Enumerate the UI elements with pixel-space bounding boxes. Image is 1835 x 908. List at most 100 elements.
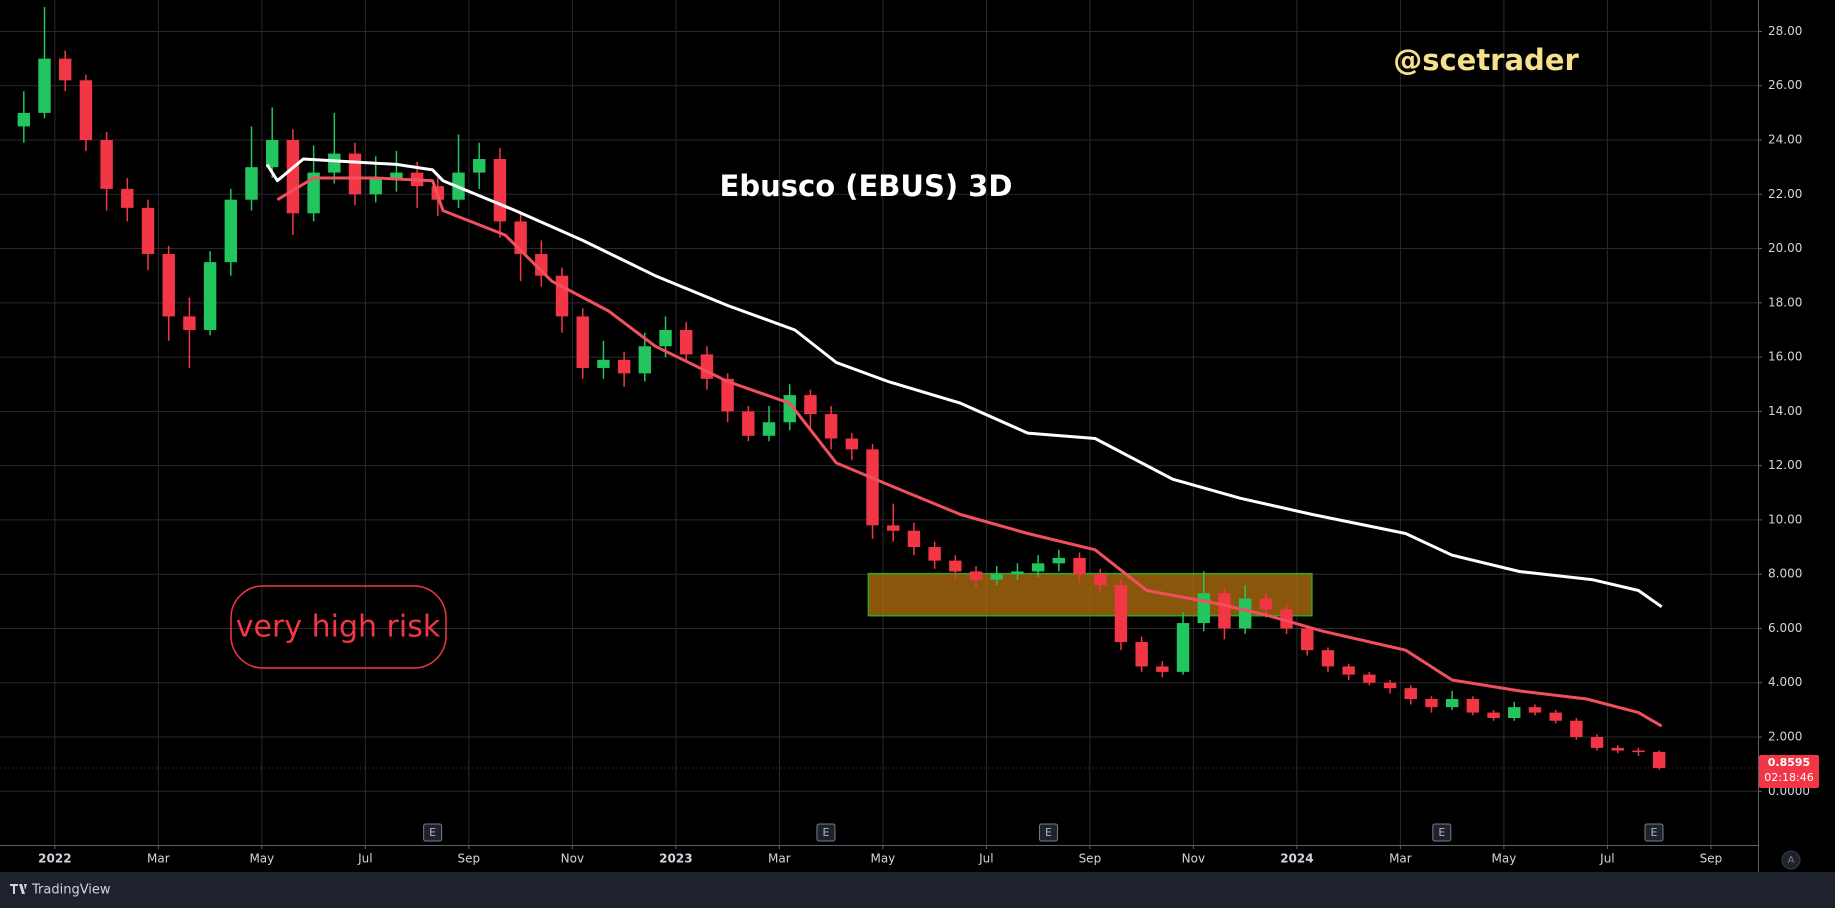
chart-title: Ebusco (EBUS) 3D [720,169,1013,203]
candle-body [1342,666,1355,675]
candle-body [1611,747,1624,751]
candle-body [1528,707,1542,713]
x-tick-label: Jul [357,852,372,866]
candle-body [535,253,548,276]
annotation-box [230,585,447,669]
earnings-marker [816,823,836,842]
candle-body [680,329,693,355]
earnings-label: E [1045,826,1052,839]
x-tick-label: Sep [1079,852,1102,866]
earnings-marker [1038,823,1058,842]
x-tick-label: May [249,852,274,866]
moving-average [276,176,1663,728]
candle-body [742,411,755,436]
candle-body [866,449,879,526]
candle-body [617,359,631,374]
watermark: @scetrader [1393,43,1579,77]
candle-body [1301,628,1314,651]
x-tick-label: Nov [561,852,584,866]
x-tick-label: May [870,852,895,866]
candle-body [1052,557,1066,564]
candle-body [824,414,838,439]
candle-body [990,574,1003,580]
y-tick-label: 6.000 [1768,621,1802,635]
y-tick-label: 28.00 [1768,24,1802,38]
last-price-tag [1759,754,1819,788]
candle-body [58,58,72,81]
candle-body [555,275,569,317]
candle-body [1218,593,1231,629]
candle-body [183,316,196,330]
annotation-text: very high risk [236,610,441,645]
candle-body [1508,707,1521,719]
candle-body [659,329,672,347]
candle-body [1590,737,1604,748]
candle-body [203,262,217,330]
y-tick-label: 18.00 [1768,295,1802,309]
candle-body [1425,699,1438,708]
candle-body [224,199,238,263]
candle-body [473,159,486,173]
candle-body [245,167,258,200]
x-tick-label: Mar [768,852,791,866]
candle-body [597,359,610,368]
candle-body [1404,688,1417,700]
candle-body [1487,712,1500,719]
earnings-label: E [1651,826,1658,839]
chart-background [0,0,1835,872]
candle-body [307,172,320,214]
x-tick-label: Mar [147,852,170,866]
candle-body [1011,571,1024,575]
candle-body [949,560,962,572]
brand-name[interactable]: TradingView [31,883,111,898]
candle-body [638,346,652,374]
candle-body [1073,557,1086,575]
earnings-label: E [429,826,436,839]
y-tick-label: 26.00 [1768,78,1802,92]
x-tick-label: Mar [1389,852,1412,866]
earnings-marker [423,823,443,842]
candle-body [804,395,817,415]
x-tick-label: Jul [1599,852,1614,866]
candle-body [1383,682,1397,689]
candle-body [845,438,859,450]
candle-body [1466,699,1480,713]
y-tick-label: 12.00 [1768,458,1802,472]
earnings-marker [1432,823,1452,842]
auto-scale-label[interactable]: A [1788,855,1795,866]
candle-body [1632,750,1645,753]
x-tick-label: Sep [1700,852,1723,866]
auto-scale-button[interactable] [1781,850,1801,870]
candle-body [286,140,300,214]
candle-body [1031,563,1045,572]
candle-body [907,530,921,548]
footer [0,872,1835,908]
candle-body [38,58,51,113]
candle-body [1094,574,1107,586]
candle-body [17,112,31,127]
moving-average [265,157,1663,609]
x-tick-label: Sep [458,852,481,866]
candle-body [1259,598,1273,610]
candle-body [1652,751,1666,768]
candle-body [1135,642,1148,667]
y-tick-label: 22.00 [1768,187,1802,201]
candle-body [493,159,507,222]
y-tick-label: 8.000 [1768,567,1802,581]
candle-body [1445,699,1459,708]
x-tick-label: 2024 [1280,852,1313,866]
brand-logo [10,884,27,894]
y-tick-label: 2.000 [1768,730,1802,744]
x-tick-label: Nov [1182,852,1205,866]
candle-body [1114,585,1128,643]
candle-body [100,140,113,189]
candle-body [328,153,341,173]
candle-body [721,378,734,412]
x-tick-label: Jul [978,852,993,866]
candle-body [928,547,941,561]
candle-body [390,172,403,179]
candle-body [1321,650,1335,667]
candle-body [79,80,93,141]
